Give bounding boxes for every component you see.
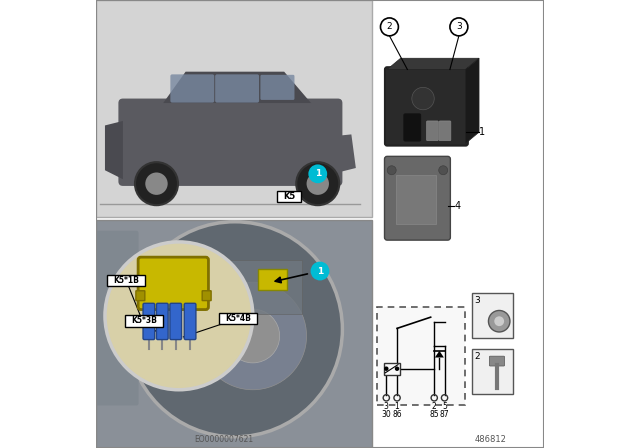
Circle shape xyxy=(384,366,388,371)
FancyBboxPatch shape xyxy=(385,156,451,240)
Text: 85: 85 xyxy=(429,410,439,419)
Text: 1: 1 xyxy=(395,402,399,411)
Text: K5*4B: K5*4B xyxy=(225,314,251,323)
Bar xyxy=(125,315,163,327)
Circle shape xyxy=(494,316,504,326)
Text: K5*3B: K5*3B xyxy=(131,316,157,325)
Text: 4: 4 xyxy=(454,201,461,211)
Bar xyxy=(96,220,371,448)
Bar xyxy=(378,307,465,405)
FancyBboxPatch shape xyxy=(170,74,214,103)
FancyBboxPatch shape xyxy=(490,356,504,366)
Circle shape xyxy=(395,366,399,371)
FancyBboxPatch shape xyxy=(439,121,451,141)
Text: 5: 5 xyxy=(442,402,447,411)
Text: 86: 86 xyxy=(392,410,402,419)
Circle shape xyxy=(135,162,178,205)
Circle shape xyxy=(127,222,342,437)
Text: 87: 87 xyxy=(440,410,449,419)
Bar xyxy=(371,0,544,448)
Circle shape xyxy=(488,310,510,332)
Polygon shape xyxy=(163,72,311,103)
Text: 1: 1 xyxy=(479,127,485,137)
Bar xyxy=(221,260,302,314)
FancyBboxPatch shape xyxy=(258,269,287,290)
Circle shape xyxy=(387,166,396,175)
Circle shape xyxy=(145,172,168,195)
FancyBboxPatch shape xyxy=(118,99,342,186)
FancyBboxPatch shape xyxy=(94,231,139,405)
FancyBboxPatch shape xyxy=(215,74,259,103)
Text: EO0000007621: EO0000007621 xyxy=(194,435,253,444)
FancyBboxPatch shape xyxy=(170,303,182,340)
Bar xyxy=(383,363,400,375)
Text: 3: 3 xyxy=(456,22,461,31)
FancyBboxPatch shape xyxy=(260,75,294,100)
Text: K5*1B: K5*1B xyxy=(113,276,139,285)
Circle shape xyxy=(226,309,280,363)
Circle shape xyxy=(308,164,327,183)
Circle shape xyxy=(199,282,307,390)
Text: 2: 2 xyxy=(387,22,392,31)
FancyBboxPatch shape xyxy=(157,303,168,340)
Text: 486812: 486812 xyxy=(474,435,506,444)
Circle shape xyxy=(296,162,339,205)
Text: K5: K5 xyxy=(283,192,295,201)
Text: 1: 1 xyxy=(315,169,321,178)
Text: 2: 2 xyxy=(474,352,479,361)
Polygon shape xyxy=(387,58,479,69)
Bar xyxy=(96,0,371,217)
Text: 3: 3 xyxy=(474,296,479,305)
Bar xyxy=(472,349,513,394)
Polygon shape xyxy=(466,58,479,143)
Text: 2: 2 xyxy=(432,402,436,411)
FancyBboxPatch shape xyxy=(202,291,211,301)
Polygon shape xyxy=(435,351,444,358)
FancyBboxPatch shape xyxy=(385,67,468,146)
Bar xyxy=(472,293,513,338)
FancyBboxPatch shape xyxy=(404,114,421,141)
Bar xyxy=(108,275,145,286)
Bar xyxy=(396,175,436,224)
Polygon shape xyxy=(329,134,356,175)
Polygon shape xyxy=(105,121,123,179)
Bar xyxy=(220,313,257,324)
FancyBboxPatch shape xyxy=(136,291,145,301)
FancyBboxPatch shape xyxy=(184,303,196,340)
FancyBboxPatch shape xyxy=(138,257,209,310)
Text: 1: 1 xyxy=(317,267,323,276)
Text: 3: 3 xyxy=(384,402,388,411)
Circle shape xyxy=(105,242,253,390)
FancyBboxPatch shape xyxy=(143,303,155,340)
Circle shape xyxy=(439,166,448,175)
FancyBboxPatch shape xyxy=(427,121,438,141)
Circle shape xyxy=(307,172,329,195)
Circle shape xyxy=(412,87,435,110)
Bar xyxy=(278,191,301,202)
Circle shape xyxy=(310,262,330,280)
Text: 30: 30 xyxy=(381,410,391,419)
